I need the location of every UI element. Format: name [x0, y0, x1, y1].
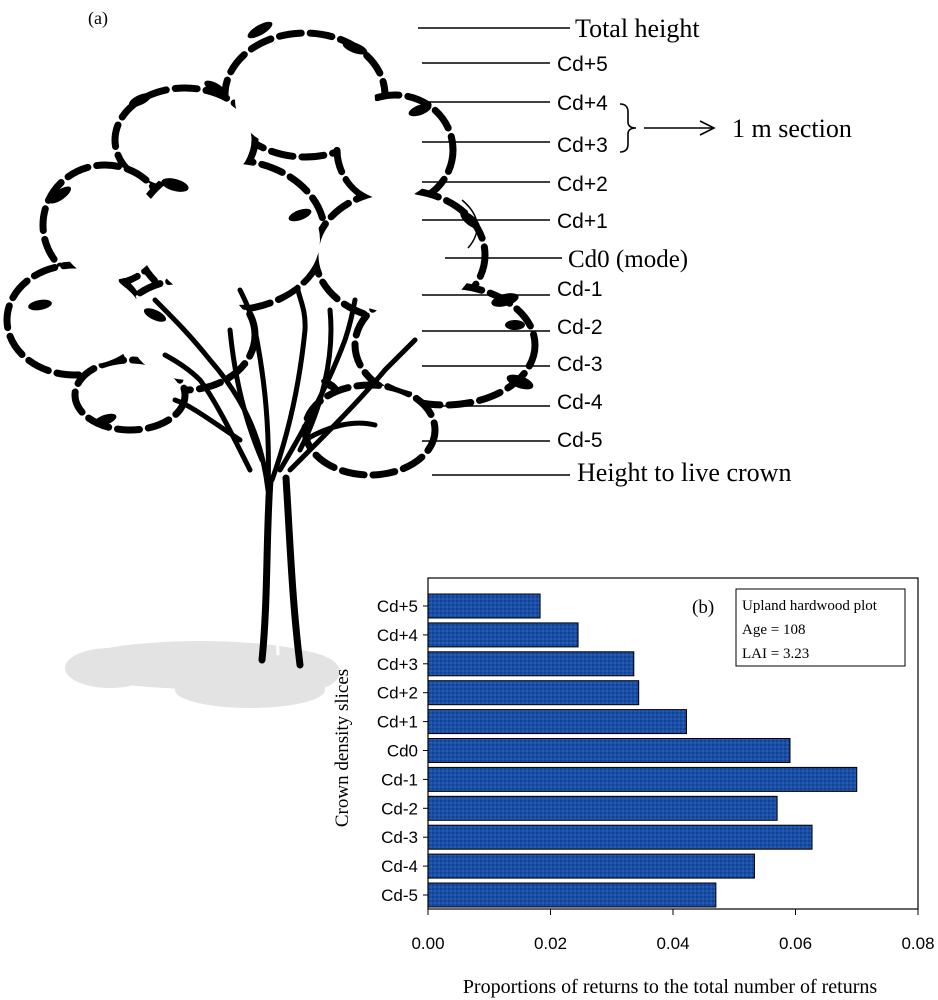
y-tick-label: Cd-3	[381, 828, 418, 847]
x-tick-label: 0.02	[534, 934, 567, 953]
tree-trunk-inner	[274, 499, 280, 656]
foliage-marks	[28, 21, 534, 427]
label-cd-m3: Cd-3	[557, 353, 603, 376]
y-tick-label: Cd+5	[377, 597, 418, 616]
label-cd-p1: Cd+1	[557, 210, 608, 233]
section-arrow-head	[699, 120, 716, 136]
x-tick-label: 0.06	[779, 934, 812, 953]
label-live-crown: Height to live crown	[577, 458, 791, 487]
label-cd-p2: Cd+2	[557, 173, 608, 196]
y-tick-label: Cd-2	[381, 799, 418, 818]
x-tick-label: 0.00	[411, 934, 444, 953]
info-line-3: LAI = 3.23	[742, 646, 809, 662]
info-line-1: Upland hardwood plot	[742, 598, 878, 614]
x-ticks: 0.00 0.02 0.04 0.06 0.08	[411, 909, 935, 953]
label-cd-m1: Cd-1	[557, 278, 603, 301]
bar-Cd+1	[427, 709, 687, 735]
bar-Cd-5	[427, 882, 717, 908]
y-tick-label: Cd+3	[377, 655, 418, 674]
label-total-height: Total height	[575, 14, 700, 43]
tree-branches	[152, 287, 418, 493]
y-tick-label: Cd-5	[381, 886, 418, 905]
bar-Cd-3	[427, 824, 813, 850]
bar-Cd-2	[427, 795, 778, 821]
label-cd-m5: Cd-5	[557, 429, 603, 452]
slice-labels: Total height Cd+5 Cd+4 Cd+3 Cd+2 Cd+1 Cd…	[557, 14, 791, 487]
y-tick-label: Cd0	[387, 742, 418, 761]
slice-guide-lines	[418, 27, 570, 476]
section-brace	[619, 103, 637, 153]
y-tick-label: Cd-1	[381, 770, 418, 789]
y-axis-label: Crown density slices	[332, 669, 353, 827]
x-tick-label: 0.04	[656, 934, 689, 953]
y-ticks: Cd+5 Cd+4 Cd+3 Cd+2 Cd+1 Cd0 Cd-1 Cd-2 Cd-3 Cd-4 C…	[377, 597, 428, 905]
bar-Cd+2	[427, 680, 640, 706]
tree-trunk	[258, 474, 304, 669]
bar-Cd-1	[427, 766, 858, 792]
label-cd-m2: Cd-2	[557, 316, 603, 339]
bar-Cd-4	[427, 853, 755, 879]
panel-b: Cd+5 Cd+4 Cd+3 Cd+2 Cd+1 Cd0 Cd-1 Cd-2 Cd-3 Cd-4 C…	[332, 577, 935, 998]
y-tick-label: Cd+4	[377, 626, 418, 645]
label-cd-p5: Cd+5	[557, 53, 608, 76]
mode-bracket	[461, 199, 478, 249]
panel-a-label: (a)	[88, 8, 108, 29]
info-box: Upland hardwood plot Age = 108 LAI = 3.2…	[735, 588, 906, 667]
label-cd-p4: Cd+4	[557, 92, 608, 115]
section-label: 1 m section	[732, 114, 852, 143]
bar-Cd+5	[427, 593, 541, 619]
y-tick-label: Cd+2	[377, 684, 418, 703]
x-axis-label: Proportions of returns to the total numb…	[463, 976, 878, 998]
bar-Cd+3	[427, 651, 635, 677]
info-box-frame	[735, 588, 906, 667]
bars	[427, 593, 858, 908]
panel-b-label: (b)	[692, 597, 714, 618]
label-cd-m4: Cd-4	[557, 391, 603, 414]
info-line-2: Age = 108	[742, 622, 805, 638]
x-tick-label: 0.08	[901, 934, 934, 953]
label-cd-p3: Cd+3	[557, 134, 608, 157]
panel-a: (a)	[3, 8, 852, 708]
bar-Cd+4	[427, 622, 579, 648]
bar-Cd0	[427, 738, 791, 763]
label-cd0: Cd0 (mode)	[568, 246, 688, 273]
tree-crown-fill	[27, 48, 520, 463]
y-tick-label: Cd-4	[381, 857, 418, 876]
y-tick-label: Cd+1	[377, 713, 418, 732]
